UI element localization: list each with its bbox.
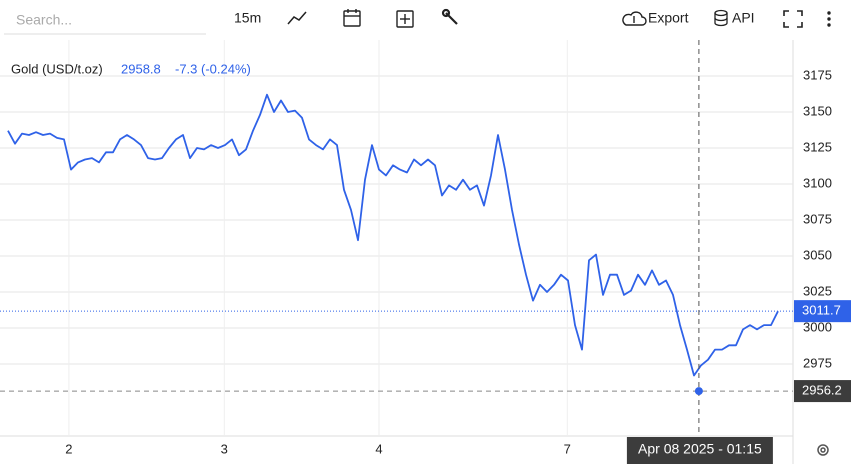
y-tick-label: 3150 bbox=[803, 103, 832, 118]
add-icon[interactable] bbox=[396, 10, 414, 28]
interval-button[interactable]: 15m bbox=[234, 10, 261, 26]
last-price-box bbox=[794, 300, 851, 323]
x-tick-label: 2 bbox=[65, 441, 72, 456]
y-tick-label: 3000 bbox=[803, 319, 832, 334]
y-tick-label: 3125 bbox=[803, 139, 832, 154]
settings-icon[interactable] bbox=[817, 444, 829, 456]
price-line bbox=[7, 93, 779, 377]
crosshair-value-label: 2956.2 bbox=[802, 383, 842, 398]
legend: Gold (USD/t.oz) 2958.8 -7.3 (-0.24%) bbox=[11, 61, 251, 76]
fullscreen-icon[interactable] bbox=[783, 10, 803, 28]
last-price-label: 3011.7 bbox=[802, 303, 841, 318]
api-icon[interactable] bbox=[714, 9, 728, 27]
y-tick-label: 3100 bbox=[803, 175, 832, 190]
crosshair-date-label: Apr 08 2025 - 01:15 bbox=[638, 441, 762, 457]
y-tick-label: 3175 bbox=[803, 67, 832, 82]
calendar-icon[interactable] bbox=[343, 9, 361, 27]
chart-type-icon[interactable] bbox=[287, 11, 307, 25]
y-tick-label: 3075 bbox=[803, 211, 832, 226]
crosshair-dot bbox=[694, 387, 703, 396]
y-tick-label: 2975 bbox=[803, 355, 832, 370]
crosshair-value-box bbox=[794, 380, 851, 403]
tools-icon[interactable] bbox=[441, 8, 458, 25]
search-box[interactable] bbox=[4, 4, 206, 34]
menu-icon[interactable] bbox=[827, 11, 831, 27]
y-tick-label: 3025 bbox=[803, 283, 832, 298]
instrument-name: Gold (USD/t.oz) bbox=[11, 61, 103, 76]
crosshair-date-box bbox=[626, 437, 773, 464]
search-placeholder[interactable]: Search... bbox=[16, 12, 72, 28]
x-tick-label: 4 bbox=[375, 441, 382, 456]
price: 2958.8 bbox=[121, 61, 161, 76]
x-tick-label: 3 bbox=[221, 441, 228, 456]
x-tick-label: 7 bbox=[564, 441, 571, 456]
export-button[interactable]: Export bbox=[648, 10, 689, 26]
y-tick-label: 3050 bbox=[803, 247, 832, 262]
change: -7.3 (-0.24%) bbox=[175, 61, 251, 76]
export-icon[interactable] bbox=[622, 11, 647, 26]
api-button[interactable]: API bbox=[732, 10, 755, 26]
